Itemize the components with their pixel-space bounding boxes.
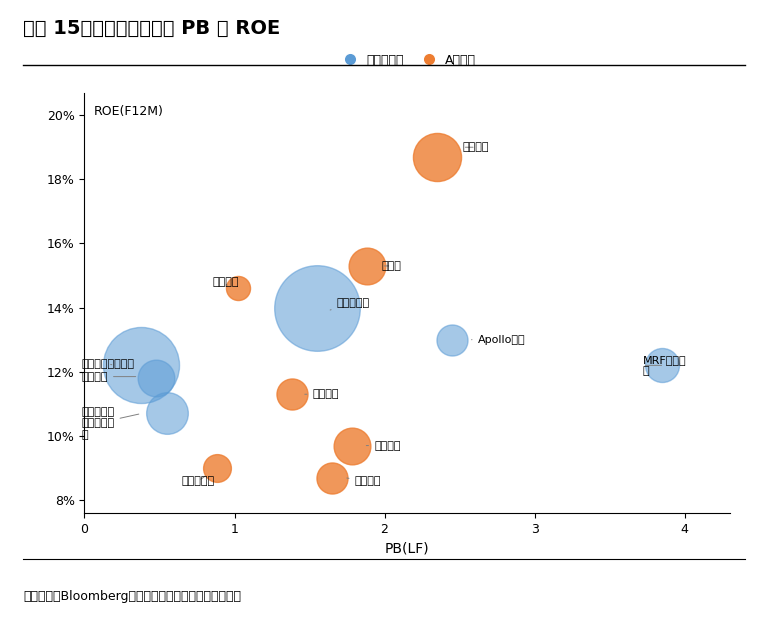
Text: 普利司通株式会社: 普利司通株式会社: [81, 359, 134, 369]
X-axis label: PB(LF): PB(LF): [385, 541, 429, 555]
Point: [431, 152, 443, 162]
Point: [346, 441, 358, 451]
Point: [311, 303, 323, 313]
Legend: 轮胎与橡胶, A股龙头: 轮胎与橡胶, A股龙头: [333, 49, 482, 72]
Point: [326, 473, 338, 483]
Text: 赛轮轮胎: 赛轮轮胎: [462, 142, 489, 152]
Text: 图表 15、橡胶与轮胎行业 PB 与 ROE: 图表 15、橡胶与轮胎行业 PB 与 ROE: [23, 19, 280, 38]
Text: 倍耐力轮胎: 倍耐力轮胎: [182, 476, 215, 486]
Text: 三角轮胎: 三角轮胎: [347, 476, 381, 486]
Point: [286, 389, 298, 399]
Text: 韩泰轮胎与
技术株式会
社: 韩泰轮胎与 技术株式会 社: [81, 407, 139, 440]
Text: MRF有限公
司: MRF有限公 司: [643, 355, 687, 376]
Text: Apollo轮胎: Apollo轮胎: [472, 335, 525, 345]
Text: 森麒麟: 森麒麟: [382, 261, 402, 271]
Point: [161, 408, 173, 418]
Point: [151, 373, 163, 383]
Point: [656, 360, 668, 370]
Text: 中鼎股份: 中鼎股份: [305, 389, 339, 399]
Text: 横滨橡胶: 横滨橡胶: [81, 371, 136, 381]
Point: [231, 284, 243, 294]
Text: 贵州轮胎: 贵州轮胎: [212, 277, 239, 287]
Text: 米其林集团: 米其林集团: [330, 298, 369, 310]
Point: [210, 463, 223, 473]
Text: 资料来源：Bloomberg，兴业证券经济与金融研究院整理: 资料来源：Bloomberg，兴业证券经济与金融研究院整理: [23, 590, 241, 603]
Point: [135, 360, 147, 370]
Point: [360, 261, 372, 271]
Text: ROE(F12M): ROE(F12M): [94, 105, 164, 118]
Point: [446, 335, 458, 345]
Text: 玲珑轮胎: 玲珑轮胎: [366, 441, 401, 451]
